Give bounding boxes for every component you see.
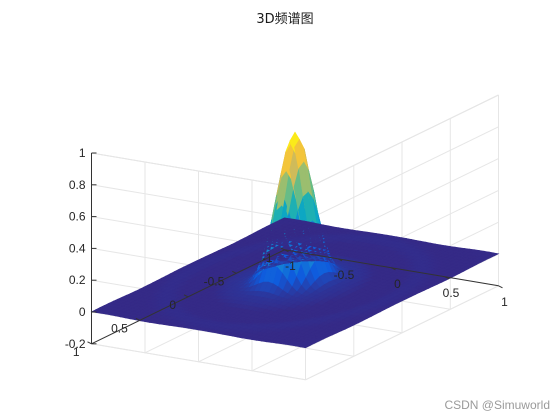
y-side-tick	[135, 317, 141, 321]
y-side-tick	[183, 294, 189, 298]
z-tick-label: 0	[79, 305, 86, 319]
y-side-tick	[280, 247, 285, 251]
y-axis-tick-labels: -1 -0.5 0 0.5 1	[73, 247, 285, 359]
x-side-tick	[337, 258, 343, 262]
watermark-text: CSDN @Simuworld	[444, 398, 550, 412]
y-side-tick-label: -1	[262, 251, 273, 265]
y-side-tick-label: 0.5	[111, 321, 128, 335]
y-side-tick-label: -0.5	[204, 274, 225, 288]
x-side-tick-label: 0	[394, 277, 401, 291]
y-side-tick	[232, 270, 237, 274]
z-tick-label: 0.4	[69, 241, 86, 255]
x-side-tick-label: 1	[501, 295, 508, 309]
z-tick-label: 0.6	[69, 210, 86, 224]
grid-line	[91, 343, 306, 381]
z-axis-tick-labels: -0.2 0 0.2 0.4 0.6 0.8 1	[65, 146, 97, 351]
z-tick-label: 0.8	[69, 178, 86, 192]
z-tick-label: -0.2	[65, 337, 86, 351]
x-side-tick	[498, 285, 503, 289]
y-side-tick	[87, 341, 92, 345]
x-side-tick	[284, 249, 289, 253]
y-side-tick-label: 1	[73, 345, 80, 359]
y-side-tick-label: 0	[169, 298, 176, 312]
spectrum-surface	[90, 131, 500, 349]
x-axis-tick-labels: -1 -0.5 0 0.5 1	[284, 249, 508, 309]
z-tick-label: 0.2	[69, 273, 86, 287]
x-side-tick-label: -1	[285, 259, 296, 273]
x-side-tick	[391, 267, 396, 271]
x-side-tick-label: 0.5	[443, 286, 460, 300]
x-side-tick	[444, 276, 450, 280]
surface-patch	[488, 252, 500, 257]
x-side-tick-label: -0.5	[334, 268, 355, 282]
z-tick-label: 1	[79, 146, 86, 160]
chart-title: 3D频谱图	[256, 12, 313, 27]
